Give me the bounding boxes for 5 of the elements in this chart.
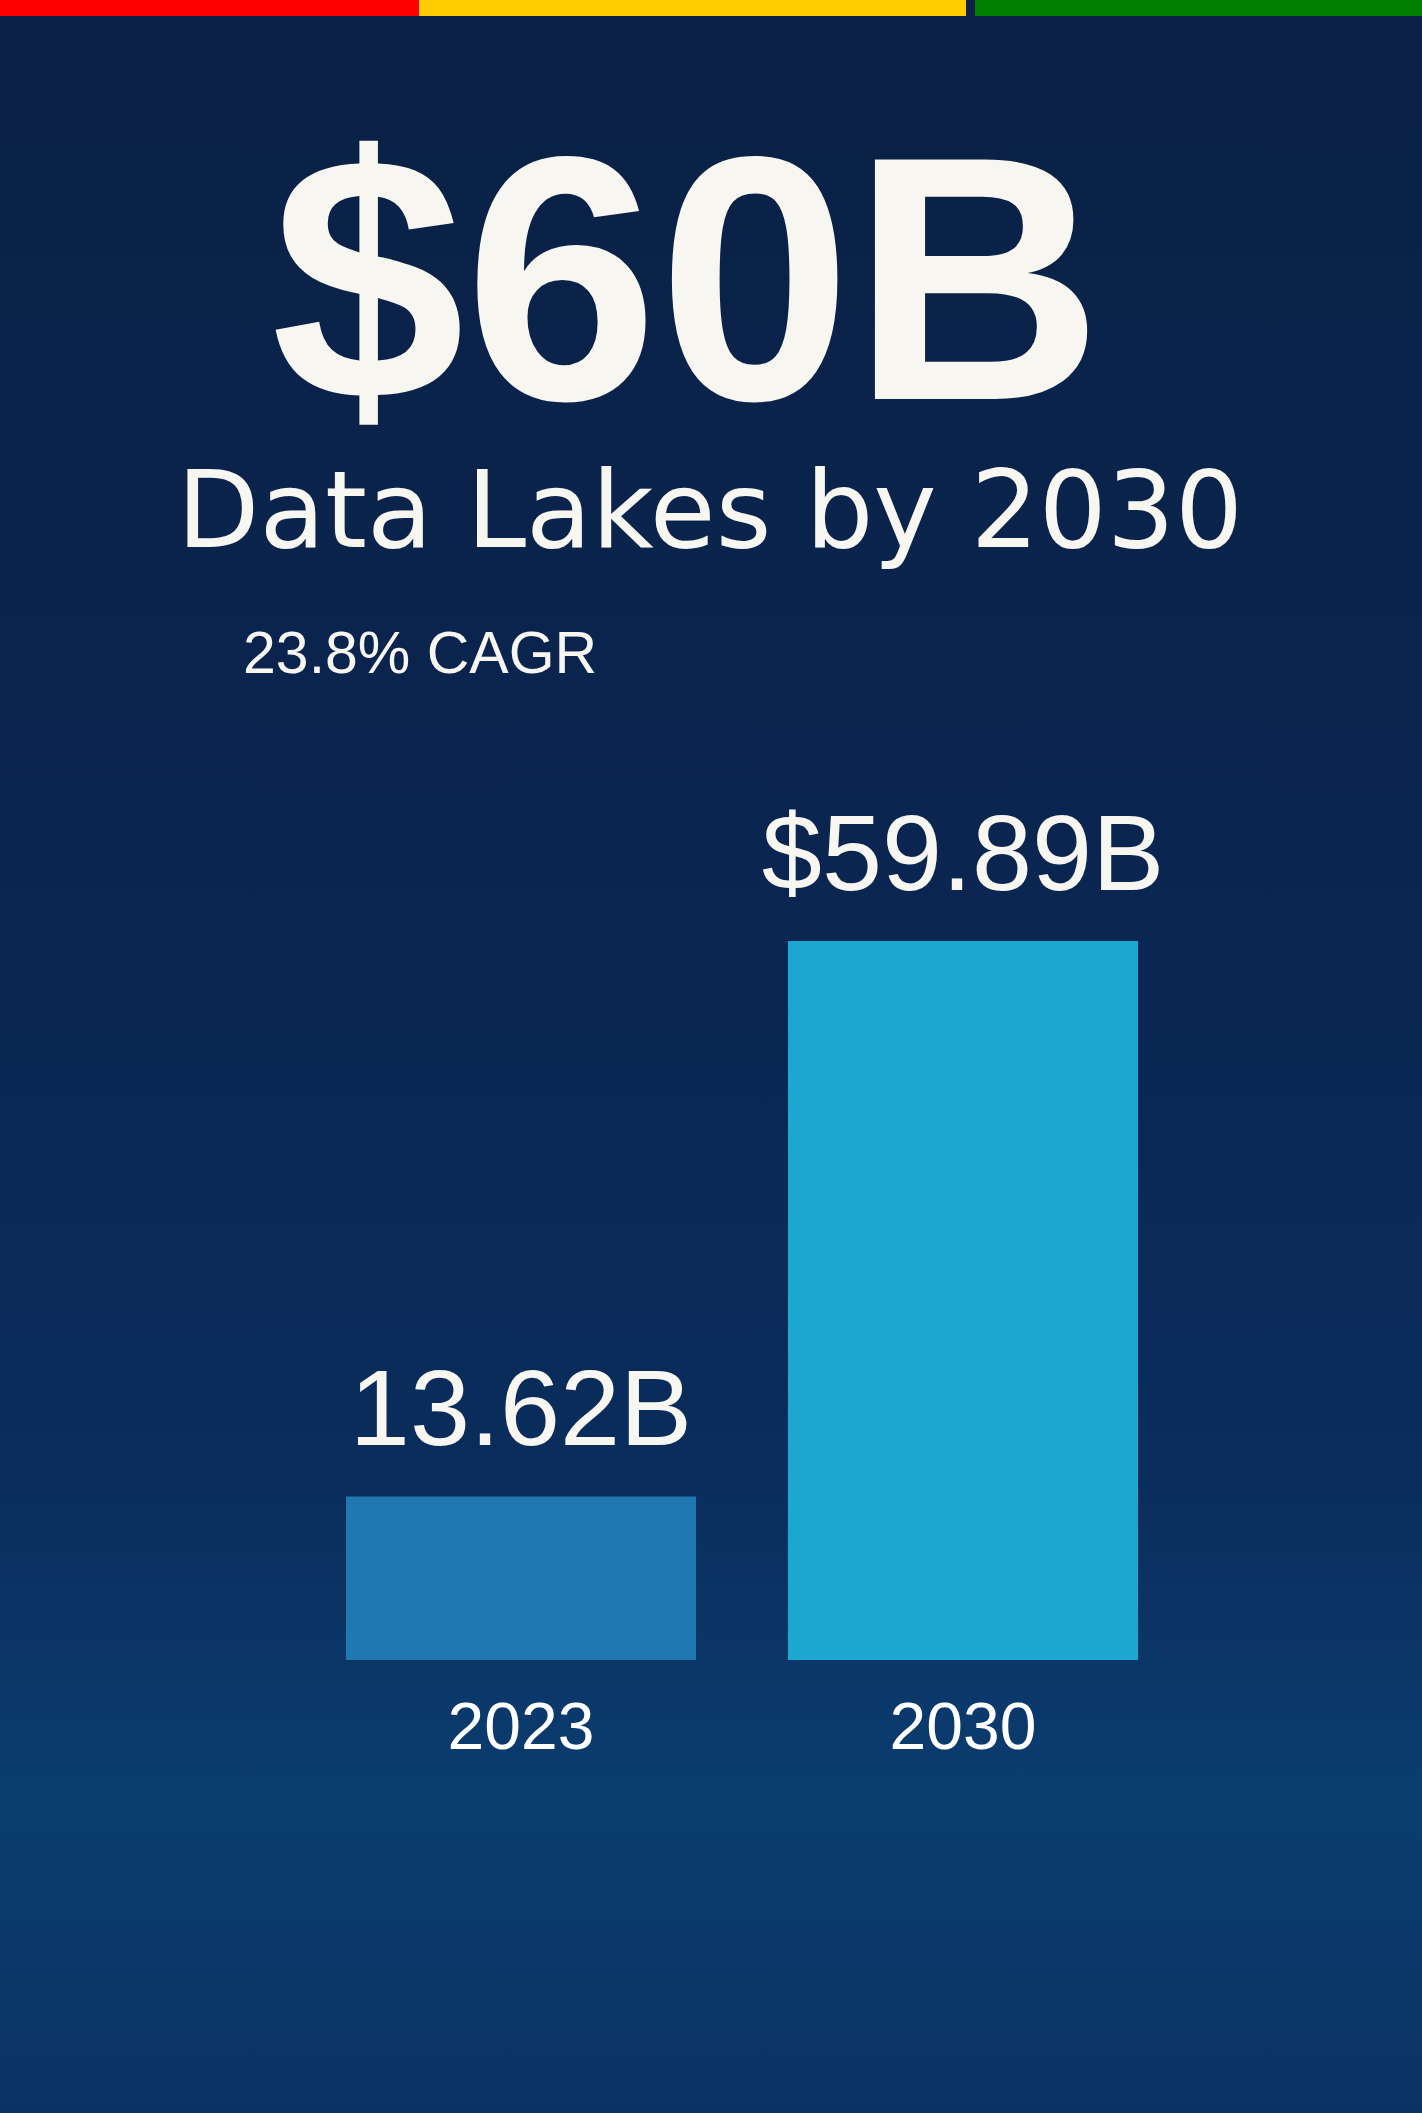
text: 23.8% CAGR <box>243 620 598 686</box>
data-label: $59.89B <box>761 792 1165 913</box>
x-tick-label: 2023 <box>447 1688 595 1763</box>
x-tick-label: 2030 <box>889 1688 1037 1763</box>
data-label: 13.62B <box>349 1347 693 1469</box>
